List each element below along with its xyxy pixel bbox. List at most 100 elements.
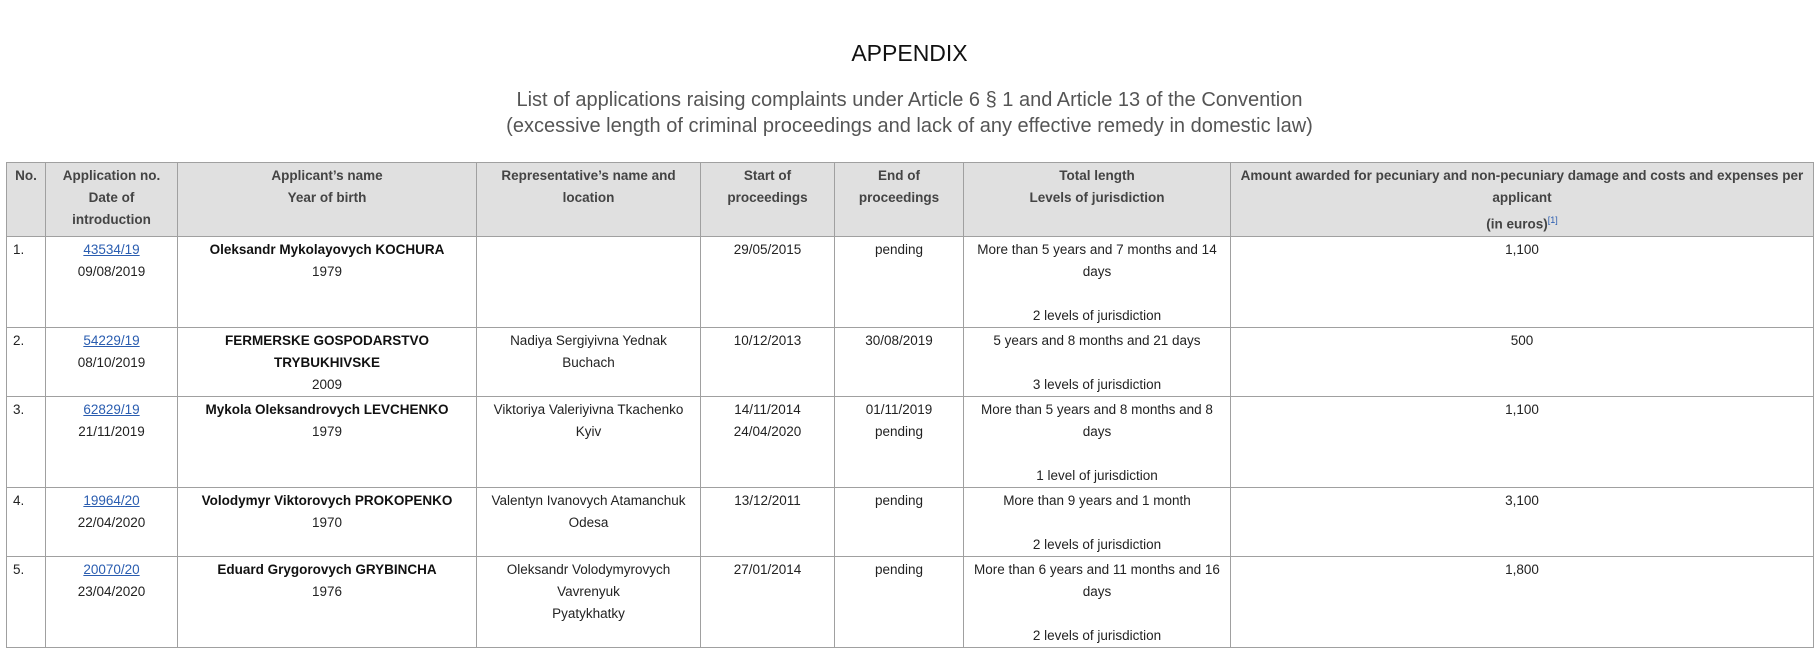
application-number-link[interactable]: 19964/20 [83,492,140,508]
applicant-name: Mykola Oleksandrovych LEVCHENKO [205,401,449,417]
length-line: More than 6 years and 11 months and 16 d… [974,561,1220,599]
cell-no: 2. [6,326,46,397]
cell-amount: 500 [1230,326,1814,397]
cell-application: 19964/20 22/04/2020 [45,486,178,557]
start-date: 24/04/2020 [733,423,802,439]
applicant-name: Eduard Grygorovych GRYBINCHA [217,561,437,577]
end-date: pending [874,492,924,508]
start-date: 14/11/2014 [734,401,801,417]
table-row: 3. 62829/19 21/11/2019 Mykola Oleksandrovyc… [6,395,1814,488]
end-date: pending [874,561,924,577]
application-number-link[interactable]: 62829/19 [83,401,140,417]
row-number: 4. [13,492,25,508]
representative-line: Valentyn Ivanovych Atamanchuk [491,492,686,508]
cell-start: 14/11/2014 24/04/2020 [700,395,835,488]
start-date: 10/12/2013 [733,332,802,348]
application-number-link[interactable]: 54229/19 [83,332,140,348]
row-number: 2. [13,332,25,348]
cell-amount: 1,800 [1230,555,1814,648]
representative-line: Viktoriya Valeriyivna Tkachenko [493,401,684,417]
length-line: More than 5 years and 8 months and 8 day… [981,401,1213,439]
length-line: More than 9 years and 1 month [1003,492,1191,508]
cell-representative: Oleksandr Volodymyrovych Vavrenyuk Pyatyk… [476,555,701,648]
applicant-name: Volodymyr Viktorovych PROKOPENKO [201,492,453,508]
cell-no: 5. [6,555,46,648]
representative-line: Kyiv [575,423,602,439]
row-number: 5. [13,561,25,577]
birth-year: 1979 [311,263,343,279]
cell-start: 27/01/2014 [700,555,835,648]
table-row: 5. 20070/20 23/04/2020 Eduard Grygorovych G… [6,555,1814,648]
cell-end: pending [834,235,964,328]
cell-amount: 1,100 [1230,395,1814,488]
row-number: 1. [13,241,25,257]
cell-representative: Nadiya Sergiyivna Yednak Buchach [476,326,701,397]
cell-representative [476,235,701,328]
introduction-date: 09/08/2019 [77,263,146,279]
cell-total-length: 5 years and 8 months and 21 days 3 levels… [963,326,1231,397]
application-number-link[interactable]: 43534/19 [83,241,140,257]
representative-line: Buchach [562,354,615,370]
cell-application: 20070/20 23/04/2020 [45,555,178,648]
length-line: 2 levels of jurisdiction [1032,307,1162,323]
representative-line: Oleksandr Volodymyrovych Vavrenyuk [506,561,671,599]
cell-end: pending [834,555,964,648]
length-line [970,603,1224,625]
introduction-date: 08/10/2019 [77,354,146,370]
cell-end: pending [834,486,964,557]
application-line: 54229/19 [52,330,171,352]
header-representative: Representative’s name and location [476,162,701,237]
cell-start: 10/12/2013 [700,326,835,397]
cell-amount: 1,100 [1230,235,1814,328]
row-number: 3. [13,401,25,417]
birth-year: 1976 [311,583,343,599]
header-total-length: Total length Levels of jurisdiction [963,162,1231,237]
representative-line: Odesa [568,514,609,530]
header-amount: Amount awarded for pecuniary and non-pec… [1230,162,1814,237]
cell-applicant: Volodymyr Viktorovych PROKOPENKO 1970 [177,486,477,557]
cell-applicant: FERMERSKE GOSPODARSTVO TRYBUKHIVSKE 2009 [177,326,477,397]
cell-applicant: Mykola Oleksandrovych LEVCHENKO 1979 [177,395,477,488]
amount-awarded: 1,100 [1505,401,1539,417]
application-line: 20070/20 [52,559,171,581]
application-number-link[interactable]: 20070/20 [83,561,140,577]
cell-no: 1. [6,235,46,328]
applications-table: No. Application no. Date of introduction … [6,162,1814,648]
length-line [970,283,1224,305]
birth-year: 2009 [311,376,343,392]
length-line: 1 level of jurisdiction [1036,467,1158,483]
cell-start: 29/05/2015 [700,235,835,328]
header-row: No. Application no. Date of introduction … [6,162,1814,237]
start-date: 27/01/2014 [733,561,802,577]
header-no: No. [6,162,46,237]
end-date: 01/11/2019 [865,401,933,417]
length-line: More than 5 years and 7 months and 14 da… [977,241,1217,279]
length-line: 3 levels of jurisdiction [1032,376,1162,392]
cell-application: 43534/19 09/08/2019 [45,235,178,328]
cell-end: 30/08/2019 [834,326,964,397]
footnote-link[interactable]: [1] [1547,215,1558,225]
header-application-no: Application no. Date of introduction [45,162,178,237]
cell-applicant: Eduard Grygorovych GRYBINCHA 1976 [177,555,477,648]
cell-start: 13/12/2011 [700,486,835,557]
cell-no: 4. [6,486,46,557]
length-line: 2 levels of jurisdiction [1032,627,1162,643]
length-line [970,512,1224,534]
table-row: 2. 54229/19 08/10/2019 FERMERSKE GOSPODARST… [6,326,1814,397]
application-line: 62829/19 [52,399,171,421]
birth-year: 1970 [311,514,343,530]
page-subtitle: List of applications raising complaints … [0,87,1819,139]
length-line: 2 levels of jurisdiction [1032,536,1162,552]
end-date: 30/08/2019 [865,332,933,348]
subtitle-line: List of applications raising complaints … [516,89,1303,111]
cell-total-length: More than 6 years and 11 months and 16 d… [963,555,1231,648]
application-line: 43534/19 [52,239,171,261]
amount-awarded: 1,100 [1505,241,1539,257]
cell-application: 62829/19 21/11/2019 [45,395,178,488]
cell-representative: Viktoriya Valeriyivna Tkachenko Kyiv [476,395,701,488]
application-line: 19964/20 [52,490,171,512]
amount-awarded: 3,100 [1505,492,1539,508]
length-line [970,352,1224,374]
end-date: pending [874,423,924,439]
start-date: 29/05/2015 [733,241,802,257]
